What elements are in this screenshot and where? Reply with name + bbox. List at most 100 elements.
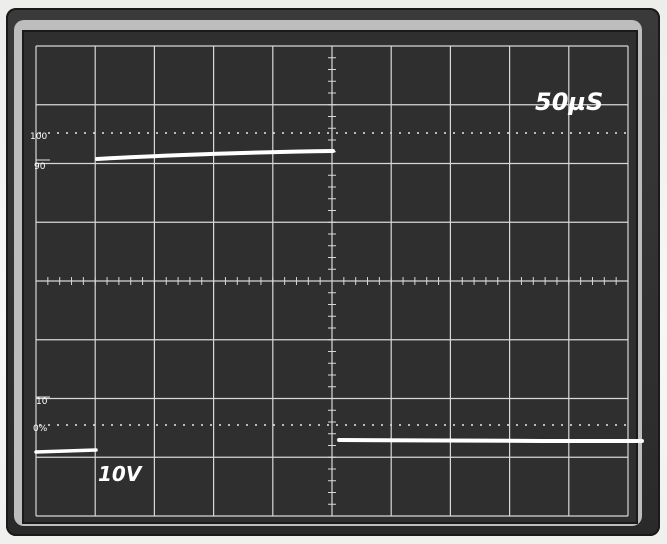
reference-dot bbox=[273, 424, 275, 426]
reference-dot bbox=[75, 424, 77, 426]
reference-dot bbox=[579, 132, 581, 134]
reference-dot bbox=[372, 424, 374, 426]
reference-dot bbox=[219, 424, 221, 426]
reference-dot bbox=[498, 132, 500, 134]
reference-dot bbox=[93, 424, 95, 426]
reference-dot bbox=[75, 132, 77, 134]
reference-dot bbox=[615, 132, 617, 134]
reference-dot bbox=[237, 424, 239, 426]
reference-dot bbox=[84, 132, 86, 134]
reference-dot bbox=[471, 132, 473, 134]
reference-dot bbox=[336, 132, 338, 134]
reference-dot bbox=[102, 132, 104, 134]
reference-dot bbox=[462, 132, 464, 134]
reference-dot bbox=[156, 424, 158, 426]
reference-dot bbox=[408, 424, 410, 426]
reference-dot bbox=[111, 424, 113, 426]
reference-dot bbox=[84, 424, 86, 426]
reference-dot bbox=[309, 132, 311, 134]
reference-dot bbox=[174, 132, 176, 134]
reference-dot bbox=[138, 132, 140, 134]
reference-dot bbox=[597, 424, 599, 426]
reference-dot bbox=[597, 132, 599, 134]
reference-dot bbox=[138, 424, 140, 426]
reference-dot bbox=[327, 132, 329, 134]
reference-dot bbox=[507, 424, 509, 426]
reference-dot bbox=[525, 424, 527, 426]
reference-dot bbox=[480, 132, 482, 134]
reference-dot bbox=[372, 132, 374, 134]
reference-dot bbox=[516, 424, 518, 426]
reference-dot bbox=[570, 424, 572, 426]
reference-dot bbox=[147, 132, 149, 134]
reference-dot bbox=[318, 132, 320, 134]
reference-dot bbox=[129, 424, 131, 426]
reference-dot bbox=[57, 424, 59, 426]
graticule-ticks bbox=[35, 45, 629, 517]
reference-dot bbox=[561, 424, 563, 426]
reference-dot bbox=[66, 424, 68, 426]
reference-dot bbox=[435, 424, 437, 426]
reference-dot bbox=[255, 424, 257, 426]
reference-dot bbox=[507, 132, 509, 134]
reference-dot bbox=[552, 132, 554, 134]
reference-dot bbox=[327, 424, 329, 426]
reference-dot bbox=[570, 132, 572, 134]
reference-dot bbox=[264, 424, 266, 426]
reference-dot bbox=[453, 132, 455, 134]
timebase-label: 50µS bbox=[535, 88, 603, 116]
trace-high-segment bbox=[95, 149, 335, 161]
reference-dot bbox=[39, 132, 41, 134]
reference-dot bbox=[381, 424, 383, 426]
graticule-label-0: 0% bbox=[33, 424, 48, 434]
graticule-label-90: 90 bbox=[34, 162, 46, 172]
reference-dot bbox=[318, 424, 320, 426]
reference-dot bbox=[192, 424, 194, 426]
reference-dot bbox=[282, 424, 284, 426]
reference-dot bbox=[282, 132, 284, 134]
reference-dot bbox=[228, 424, 230, 426]
reference-dot bbox=[489, 424, 491, 426]
reference-dot bbox=[399, 424, 401, 426]
reference-dot bbox=[624, 132, 626, 134]
reference-dot bbox=[165, 424, 167, 426]
reference-dot bbox=[417, 132, 419, 134]
reference-dot bbox=[291, 424, 293, 426]
reference-dot bbox=[390, 424, 392, 426]
reference-dot bbox=[201, 424, 203, 426]
reference-dot bbox=[354, 424, 356, 426]
trace-low-segment bbox=[337, 438, 644, 443]
reference-dot bbox=[237, 132, 239, 134]
reference-dot bbox=[102, 424, 104, 426]
reference-dot bbox=[543, 132, 545, 134]
graticule-dotted-lines bbox=[36, 132, 626, 426]
reference-dot bbox=[489, 132, 491, 134]
reference-dot bbox=[48, 132, 50, 134]
reference-dot bbox=[363, 424, 365, 426]
reference-dot bbox=[552, 424, 554, 426]
reference-dot bbox=[300, 132, 302, 134]
reference-dot bbox=[264, 132, 266, 134]
reference-dot bbox=[147, 424, 149, 426]
reference-dot bbox=[534, 132, 536, 134]
graticule-label-100: 100 bbox=[30, 132, 47, 142]
reference-dot bbox=[246, 424, 248, 426]
reference-dot bbox=[471, 424, 473, 426]
reference-dot bbox=[588, 132, 590, 134]
reference-dot bbox=[498, 424, 500, 426]
reference-dot bbox=[480, 424, 482, 426]
reference-dot bbox=[309, 424, 311, 426]
reference-dot bbox=[120, 424, 122, 426]
reference-dot bbox=[219, 132, 221, 134]
reference-dot bbox=[345, 132, 347, 134]
reference-dot bbox=[228, 132, 230, 134]
reference-dot bbox=[120, 132, 122, 134]
reference-dot bbox=[588, 424, 590, 426]
reference-dot bbox=[525, 132, 527, 134]
reference-dot bbox=[201, 132, 203, 134]
reference-dot bbox=[561, 132, 563, 134]
reference-dot bbox=[579, 424, 581, 426]
reference-dot bbox=[48, 424, 50, 426]
reference-dot bbox=[93, 132, 95, 134]
